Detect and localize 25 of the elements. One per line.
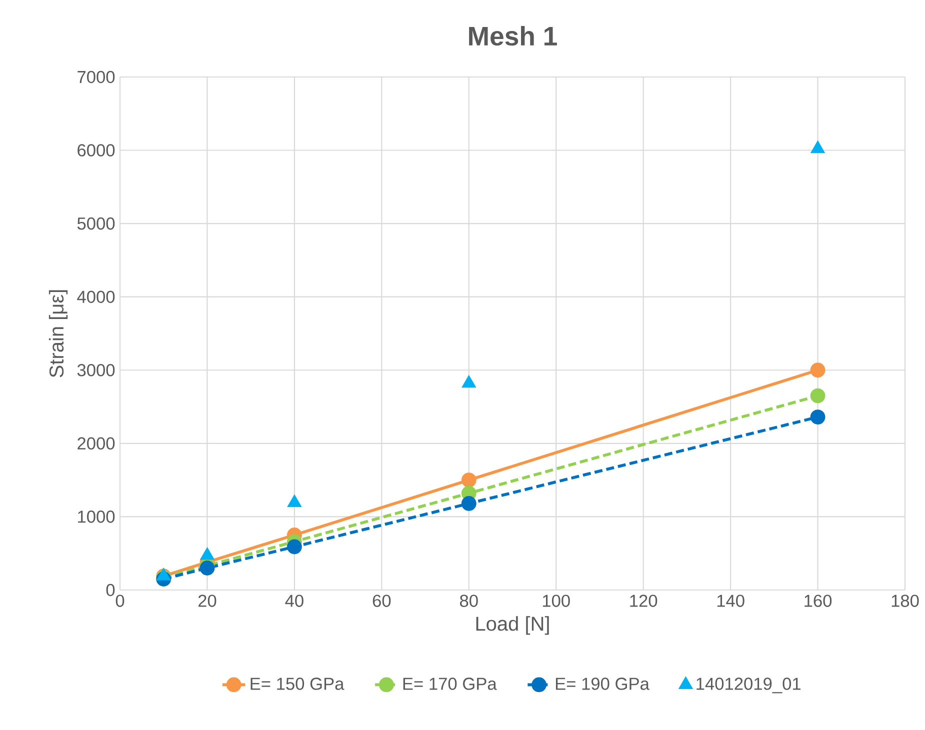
legend-label: E= 150 GPa — [250, 678, 344, 690]
legend-label: E= 170 GPa — [403, 678, 497, 690]
y-tick-label: 3000 — [77, 364, 115, 376]
y-axis-title: Strain [με] — [48, 290, 68, 378]
y-tick-label: 7000 — [78, 70, 115, 84]
y-tick-label: 0 — [106, 584, 115, 596]
y-tick-label: 4000 — [77, 290, 115, 303]
x-tick-label: 60 — [372, 594, 391, 607]
x-tick-label: 100 — [542, 594, 570, 607]
legend-label: 14012019_01 — [696, 678, 800, 694]
x-tick-label: 120 — [630, 594, 658, 607]
x-axis-title: Load [N] — [476, 616, 549, 635]
y-tick-label: 2000 — [78, 437, 115, 450]
y-tick-label: 6000 — [78, 144, 115, 156]
x-tick-label: 80 — [460, 594, 478, 607]
x-tick-label: 160 — [804, 594, 832, 607]
x-tick-label: 20 — [198, 594, 216, 607]
chart-title: Mesh 1 — [469, 26, 557, 46]
y-tick-label: 5000 — [77, 217, 115, 230]
x-tick-label: 180 — [892, 594, 919, 607]
legend-label: E= 190 GPa — [556, 678, 650, 690]
x-tick-label: 40 — [285, 594, 304, 607]
y-tick-label: 1000 — [78, 510, 115, 523]
x-tick-label: 0 — [116, 594, 124, 607]
x-tick-label: 140 — [717, 594, 744, 607]
